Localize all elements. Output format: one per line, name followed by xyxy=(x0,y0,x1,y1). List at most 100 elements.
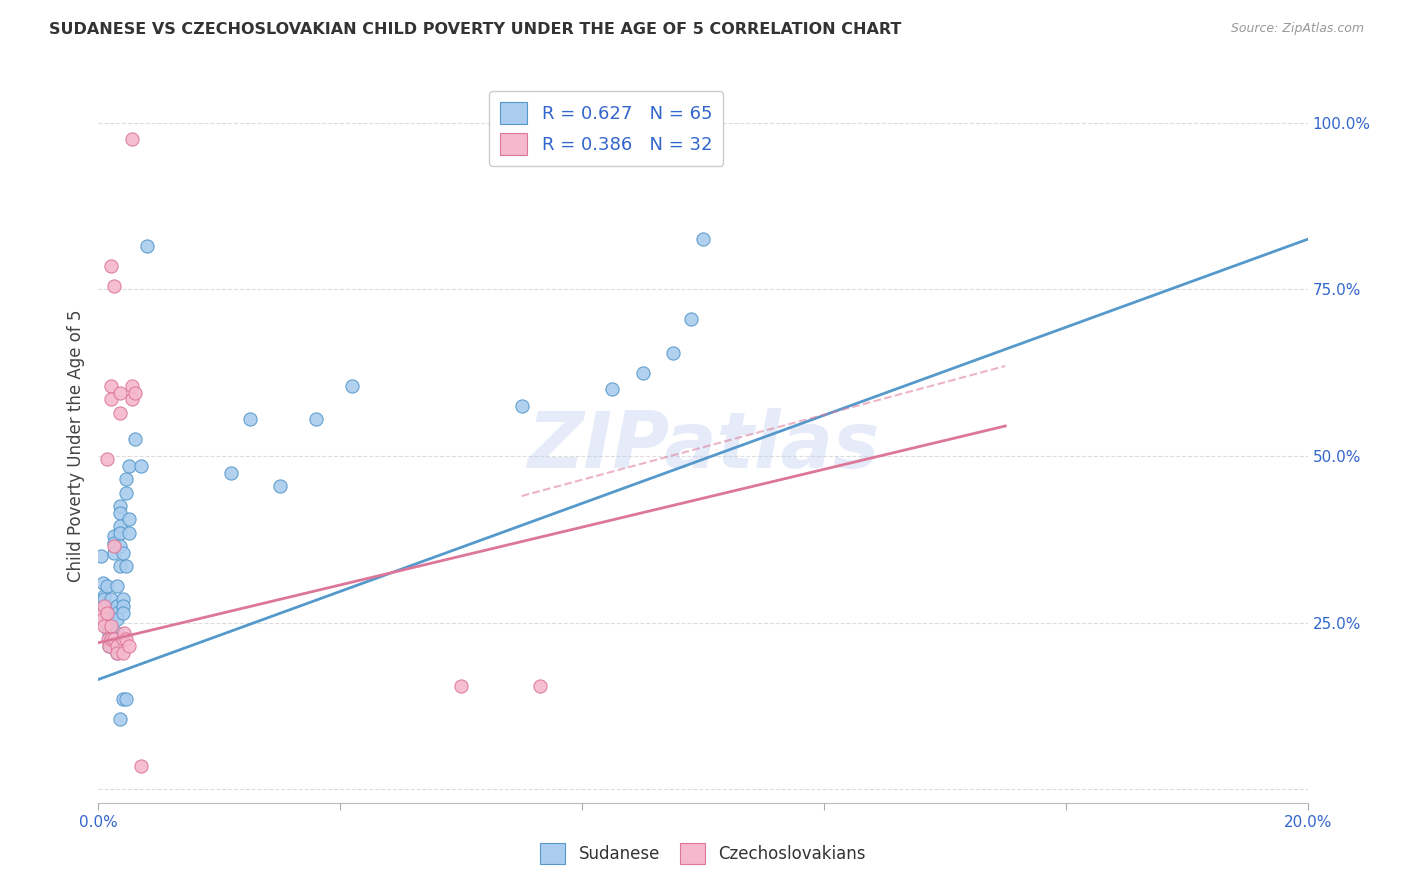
Point xyxy=(124,433,146,447)
Y-axis label: Child Poverty Under the Age of 5: Child Poverty Under the Age of 5 xyxy=(66,310,84,582)
Point xyxy=(97,612,120,626)
Point xyxy=(114,692,136,706)
Point xyxy=(108,519,131,533)
Point xyxy=(118,525,141,540)
Point xyxy=(111,599,134,613)
Point xyxy=(305,412,328,426)
Point xyxy=(108,539,131,553)
Point xyxy=(121,379,143,393)
Point xyxy=(100,625,122,640)
Point xyxy=(105,606,128,620)
Point xyxy=(98,639,121,653)
Point xyxy=(118,639,141,653)
Point xyxy=(118,458,141,473)
Point xyxy=(100,619,122,633)
Point xyxy=(129,458,152,473)
Point xyxy=(103,546,125,560)
Point xyxy=(100,639,122,653)
Point xyxy=(93,589,115,603)
Legend: Sudanese, Czechoslovakians: Sudanese, Czechoslovakians xyxy=(533,837,873,871)
Point xyxy=(108,506,131,520)
Point xyxy=(111,606,134,620)
Point xyxy=(510,399,533,413)
Point xyxy=(121,132,143,146)
Point xyxy=(450,679,472,693)
Point xyxy=(105,646,128,660)
Point xyxy=(103,535,125,549)
Point xyxy=(97,625,120,640)
Point xyxy=(100,379,122,393)
Point xyxy=(108,525,131,540)
Point xyxy=(100,612,122,626)
Point xyxy=(111,546,134,560)
Point xyxy=(105,646,128,660)
Point xyxy=(90,549,112,563)
Point xyxy=(111,646,134,660)
Point xyxy=(108,559,131,574)
Point xyxy=(103,632,125,647)
Point xyxy=(679,312,702,326)
Point xyxy=(97,632,120,647)
Point xyxy=(96,606,118,620)
Point xyxy=(97,606,120,620)
Point xyxy=(529,679,551,693)
Point xyxy=(105,599,128,613)
Point xyxy=(112,625,135,640)
Point xyxy=(661,345,683,359)
Point xyxy=(114,559,136,574)
Point xyxy=(108,406,131,420)
Point xyxy=(114,485,136,500)
Point xyxy=(111,692,134,706)
Point xyxy=(96,599,118,613)
Text: SUDANESE VS CZECHOSLOVAKIAN CHILD POVERTY UNDER THE AGE OF 5 CORRELATION CHART: SUDANESE VS CZECHOSLOVAKIAN CHILD POVERT… xyxy=(49,22,901,37)
Point xyxy=(114,632,136,647)
Point xyxy=(96,579,118,593)
Point xyxy=(111,632,134,647)
Point xyxy=(100,592,122,607)
Point xyxy=(96,619,118,633)
Point xyxy=(114,472,136,486)
Point xyxy=(100,392,122,407)
Point xyxy=(103,529,125,543)
Point xyxy=(105,612,128,626)
Point xyxy=(100,632,122,647)
Point xyxy=(93,599,115,613)
Point xyxy=(124,385,146,400)
Point xyxy=(94,599,117,613)
Point xyxy=(97,619,120,633)
Point xyxy=(342,379,364,393)
Point xyxy=(135,239,157,253)
Point xyxy=(100,632,122,647)
Point xyxy=(221,466,243,480)
Point xyxy=(105,579,128,593)
Point xyxy=(692,232,714,246)
Point xyxy=(103,279,125,293)
Point xyxy=(631,366,654,380)
Point xyxy=(97,639,120,653)
Point xyxy=(108,385,131,400)
Text: Source: ZipAtlas.com: Source: ZipAtlas.com xyxy=(1230,22,1364,36)
Point xyxy=(100,606,122,620)
Point xyxy=(111,592,134,607)
Point xyxy=(108,713,131,727)
Legend: R = 0.627   N = 65, R = 0.386   N = 32: R = 0.627 N = 65, R = 0.386 N = 32 xyxy=(489,91,723,166)
Point xyxy=(91,575,114,590)
Point xyxy=(121,392,143,407)
Point xyxy=(93,619,115,633)
Point xyxy=(103,539,125,553)
Point xyxy=(118,512,141,526)
Point xyxy=(129,759,152,773)
Point xyxy=(105,625,128,640)
Text: ZIPatlas: ZIPatlas xyxy=(527,408,879,484)
Point xyxy=(105,632,128,647)
Point xyxy=(108,499,131,513)
Point xyxy=(105,639,128,653)
Point xyxy=(100,259,122,273)
Point xyxy=(96,452,118,467)
Point xyxy=(239,412,262,426)
Point xyxy=(269,479,291,493)
Point xyxy=(91,612,114,626)
Point xyxy=(98,632,121,647)
Point xyxy=(93,592,115,607)
Point xyxy=(602,382,624,396)
